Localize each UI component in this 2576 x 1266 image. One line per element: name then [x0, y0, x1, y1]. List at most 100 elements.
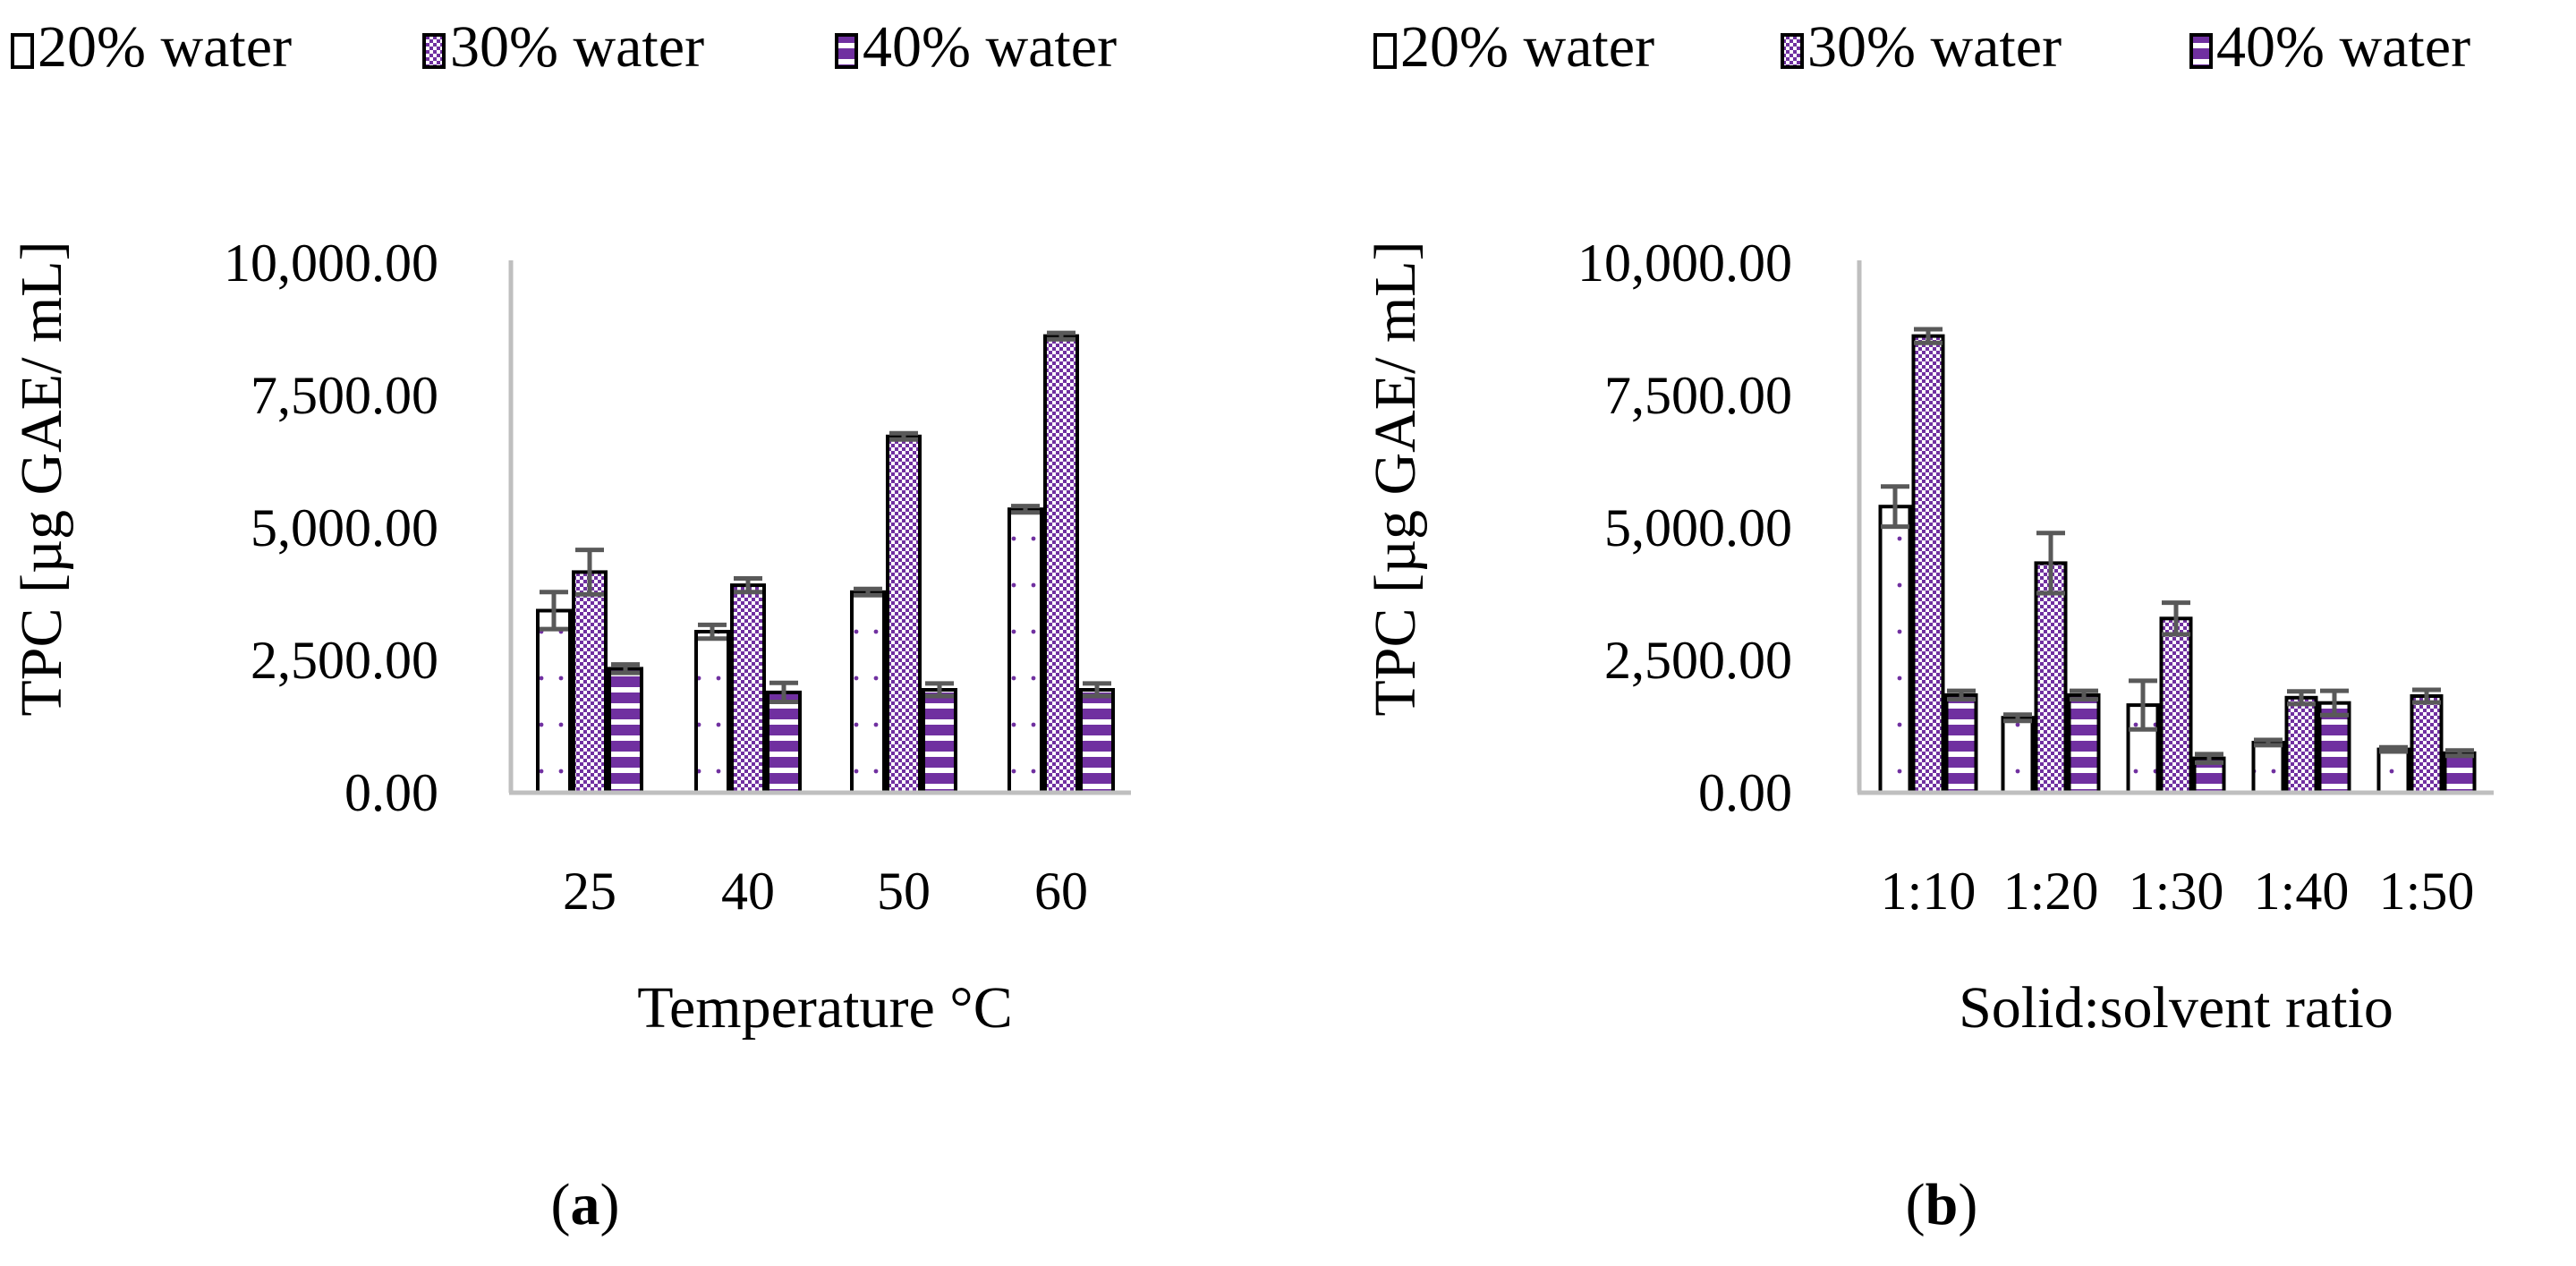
y-tick-label: 0.00 — [344, 763, 438, 822]
chart-panel-a: 20% water 30% water 40% water TPC [µg GA… — [9, 14, 1131, 1237]
x-axis-title: Temperature °C — [637, 975, 1012, 1041]
x-tick-label: 1:50 — [2379, 862, 2475, 921]
bars-group — [1878, 327, 2477, 795]
error-bar — [1047, 330, 1075, 342]
error-bar — [698, 622, 727, 641]
y-tick-label: 0.00 — [1698, 763, 1792, 822]
error-bar — [2129, 678, 2157, 732]
panel-letter: a — [571, 1172, 600, 1237]
x-axis-title: Solid:solvent ratio — [1959, 975, 2393, 1041]
bar-20-water-60 — [1007, 507, 1043, 794]
error-bar — [2287, 689, 2316, 707]
error-bar — [540, 590, 568, 632]
bar-30-water-1-10 — [1911, 334, 1945, 794]
x-tick-label: 25 — [563, 862, 616, 921]
bar-30-water-60 — [1043, 334, 1079, 794]
error-bar — [1914, 327, 1943, 345]
y-tick-label: 7,500.00 — [251, 366, 438, 425]
x-tick-label: 1:30 — [2129, 862, 2224, 921]
error-bar — [2445, 748, 2474, 759]
error-bar — [889, 430, 918, 442]
panel-label-a: (a) — [551, 1172, 620, 1237]
checkered-square-icon — [1781, 33, 1804, 69]
bar-40-water-60 — [1079, 688, 1115, 794]
chart-panel-b: 20% water 30% water 40% water TPC [µg GA… — [1363, 14, 2494, 1237]
bar-20-water-40 — [694, 630, 730, 794]
bar-20-water-50 — [850, 590, 886, 794]
y-tick-label: 10,000.00 — [224, 234, 438, 293]
x-tick-label: 50 — [877, 862, 931, 921]
error-bar — [1083, 681, 1111, 699]
bar-30-water-25 — [572, 570, 608, 795]
panel-label-b: (b) — [1906, 1172, 1978, 1237]
y-axis-title: TPC [µg GAE/ mL] — [1363, 241, 1428, 716]
legend-label: 40% water — [863, 14, 1117, 80]
bar-40-water-1-10 — [1944, 692, 1978, 795]
y-axis-title: TPC [µg GAE/ mL] — [9, 241, 74, 716]
checkered-square-icon — [422, 33, 446, 69]
error-bar — [575, 548, 604, 597]
legend-label: 30% water — [450, 14, 704, 80]
striped-square-icon — [835, 33, 858, 69]
error-bar — [2379, 744, 2408, 754]
bar-30-water-1-20 — [2034, 561, 2068, 795]
y-axis-ticks: 0.00 2,500.00 5,000.00 7,500.00 10,000.0… — [224, 234, 438, 822]
y-tick-label: 5,000.00 — [1604, 498, 1792, 557]
error-bar — [734, 576, 762, 595]
error-bar — [1881, 484, 1909, 530]
y-tick-label: 10,000.00 — [1577, 234, 1792, 293]
bar-40-water-50 — [922, 688, 957, 794]
error-bar — [1947, 688, 1976, 702]
x-axis-ticks: 1:10 1:20 1:30 1:40 1:50 — [1881, 862, 2475, 921]
bar-40-water-1-50 — [2443, 751, 2477, 795]
bar-30-water-1-50 — [2410, 694, 2444, 794]
y-tick-label: 2,500.00 — [1604, 631, 1792, 690]
error-bar — [2036, 531, 2065, 596]
bar-20-water-25 — [536, 608, 572, 794]
bar-20-water-1-10 — [1878, 505, 1912, 794]
bar-40-water-1-20 — [2067, 692, 2101, 795]
error-bar — [2412, 687, 2441, 705]
error-bar — [769, 680, 798, 704]
error-bar — [2003, 712, 2032, 724]
legend: 20% water 30% water 40% water — [1373, 14, 2470, 80]
y-tick-label: 2,500.00 — [251, 631, 438, 690]
x-tick-label: 1:40 — [2254, 862, 2350, 921]
x-tick-label: 40 — [721, 862, 775, 921]
x-axis-ticks: 25 40 50 60 — [563, 862, 1088, 921]
error-bar — [2195, 752, 2223, 765]
bar-30-water-50 — [886, 434, 922, 795]
bar-20-water-1-50 — [2376, 747, 2410, 794]
bar-40-water-40 — [766, 690, 802, 795]
legend-item-30-water: 30% water — [1781, 14, 2062, 80]
bars-group — [536, 330, 1115, 795]
legend-item-20-water: 20% water — [11, 14, 292, 80]
error-bar — [925, 681, 954, 699]
bar-30-water-40 — [730, 583, 766, 794]
error-bar — [611, 662, 640, 675]
panel-letter: b — [1926, 1172, 1959, 1237]
y-tick-label: 5,000.00 — [251, 498, 438, 557]
dotted-square-icon — [11, 33, 34, 69]
legend-label: 20% water — [38, 14, 292, 80]
bar-20-water-1-20 — [2001, 716, 2035, 795]
legend-item-30-water: 30% water — [422, 14, 704, 80]
bar-40-water-25 — [608, 667, 643, 795]
legend-item-40-water: 40% water — [835, 14, 1117, 80]
bar-20-water-1-40 — [2251, 741, 2285, 794]
bar-30-water-1-30 — [2159, 616, 2193, 794]
legend-label: 30% water — [1807, 14, 2062, 80]
striped-square-icon — [2189, 33, 2213, 69]
y-tick-label: 7,500.00 — [1604, 366, 1792, 425]
legend-item-20-water: 20% water — [1373, 14, 1654, 80]
error-bar — [2070, 688, 2098, 702]
legend-label: 40% water — [2216, 14, 2470, 80]
error-bar — [2320, 688, 2349, 718]
dotted-square-icon — [1373, 33, 1397, 69]
error-bar — [2162, 600, 2190, 637]
x-tick-label: 60 — [1034, 862, 1088, 921]
error-bar — [854, 586, 882, 598]
error-bar — [2254, 737, 2283, 748]
legend-item-40-water: 40% water — [2189, 14, 2470, 80]
